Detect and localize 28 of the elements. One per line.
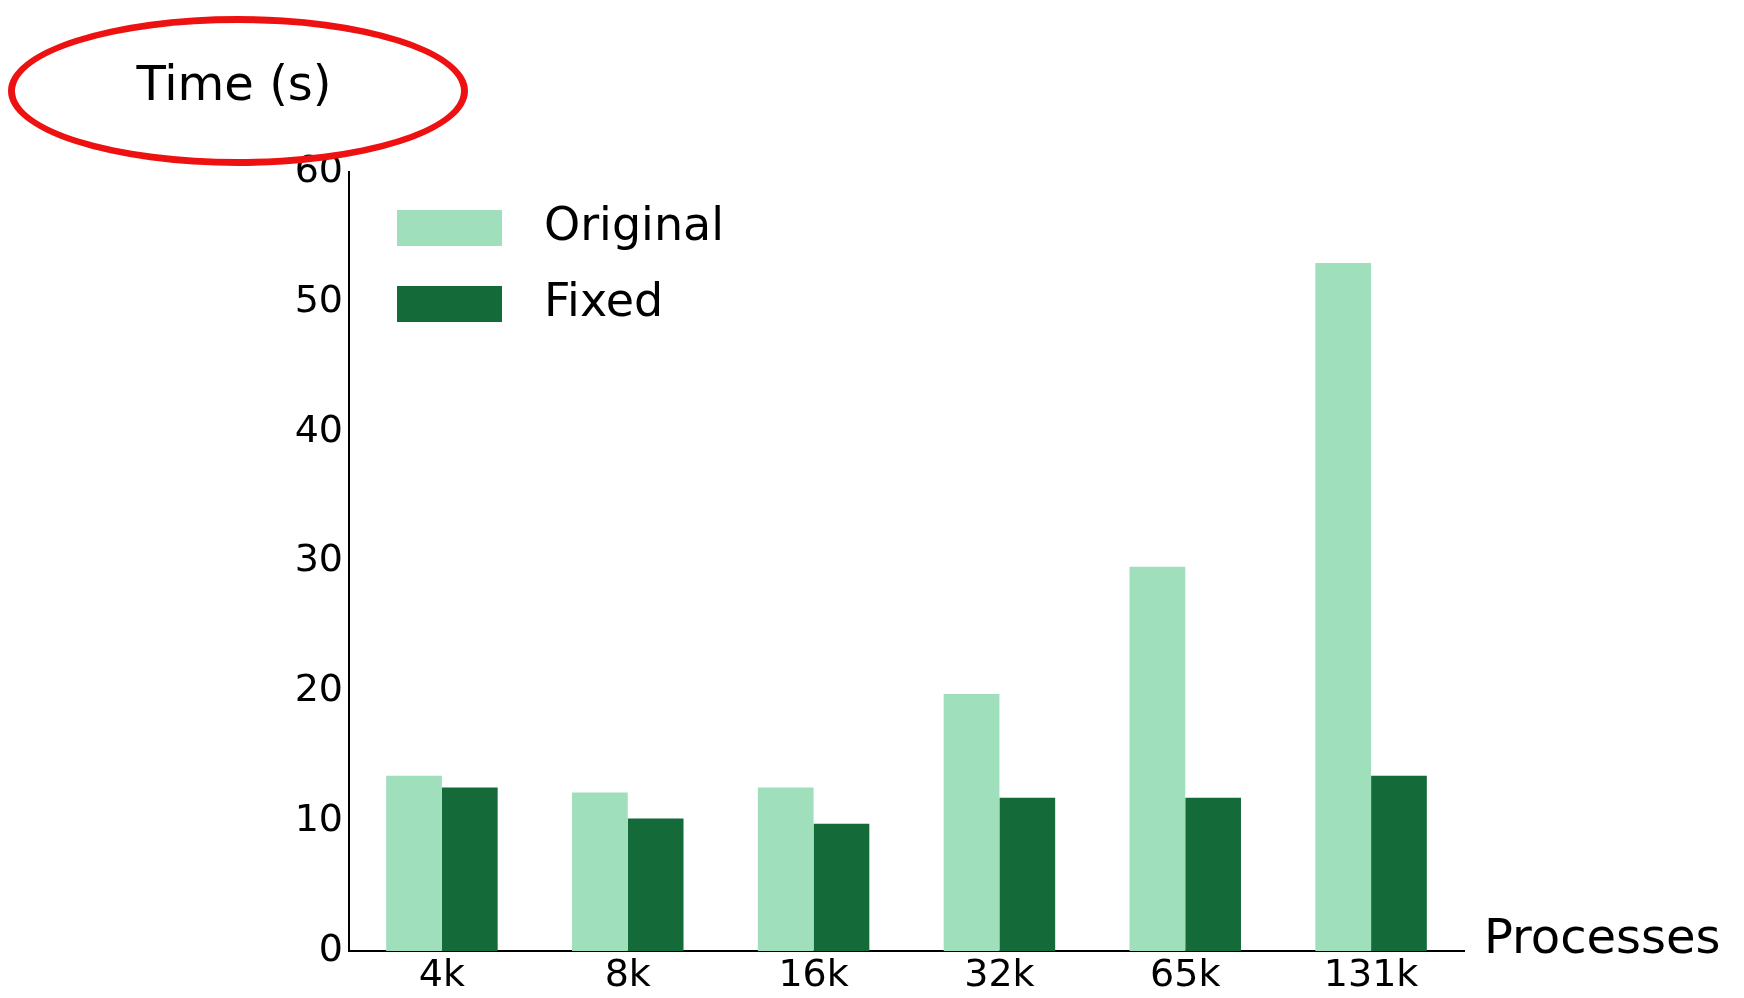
y-tick-label: 0 [318, 925, 343, 970]
legend-label: Fixed [544, 272, 664, 327]
bar [1315, 262, 1372, 951]
y-tick-label: 20 [294, 666, 343, 711]
y-tick-label: 10 [294, 796, 343, 841]
bar [627, 818, 684, 951]
bar [1371, 775, 1427, 951]
y-tick-label: 30 [294, 536, 343, 581]
bar [1185, 797, 1241, 951]
x-tick-label: 32k [964, 950, 1035, 995]
y-tick-label: 50 [294, 276, 343, 321]
bar [813, 823, 870, 951]
bar [386, 775, 442, 951]
x-axis-title: Processes [1484, 908, 1721, 965]
bar [572, 792, 628, 951]
x-tick-label: 8k [604, 950, 651, 995]
x-tick-label: 4k [418, 950, 466, 995]
x-tick-label: 16k [778, 950, 849, 995]
x-tick-label: 65k [1150, 950, 1221, 995]
bar [999, 797, 1056, 951]
bar [441, 787, 498, 951]
bar [1129, 566, 1186, 951]
x-tick-label: 131k [1323, 950, 1419, 995]
bar [757, 787, 814, 951]
bar [943, 693, 1000, 951]
legend-label: Original [544, 196, 725, 251]
y-axis-title: Time (s) [135, 55, 332, 112]
y-tick-label: 40 [294, 406, 343, 451]
